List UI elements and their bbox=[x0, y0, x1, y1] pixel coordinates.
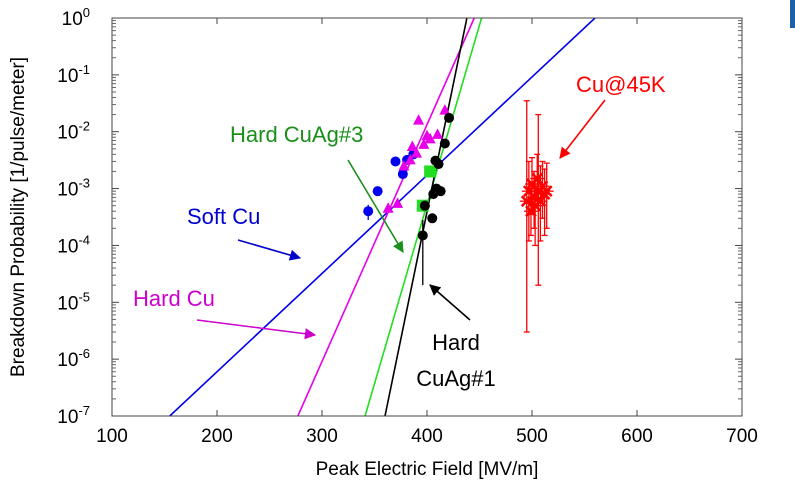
data-point bbox=[406, 140, 418, 151]
y-tick-label: 10-1 bbox=[57, 62, 90, 87]
data-point bbox=[382, 202, 394, 213]
annotation-arrow-soft-cu bbox=[237, 239, 302, 261]
y-tick-label: 10-5 bbox=[57, 289, 90, 314]
annotation-hard-cuag3: Hard CuAg#3 bbox=[230, 122, 363, 147]
data-point bbox=[439, 104, 451, 115]
y-tick-label: 100 bbox=[62, 5, 90, 30]
y-axis-title: Breakdown Probability [1/pulse/meter] bbox=[8, 57, 29, 377]
axis-ticks: 100 200 300 400 500 600 700 100 10-1 10-2 10-3 10-4… bbox=[57, 5, 758, 447]
data-point-stroke bbox=[534, 195, 547, 208]
data-point bbox=[427, 213, 438, 224]
data-point bbox=[363, 206, 374, 217]
annotation-arrow-hard-cu bbox=[196, 319, 317, 340]
data-point bbox=[534, 195, 547, 208]
data-point bbox=[372, 186, 383, 197]
data-point bbox=[417, 230, 428, 241]
data-point bbox=[390, 156, 401, 167]
corner-accent bbox=[790, 0, 795, 28]
chart-marks bbox=[169, 18, 596, 416]
x-axis-title: Peak Electric Field [MV/m] bbox=[316, 459, 539, 480]
data-point bbox=[433, 159, 444, 170]
data-point-stroke bbox=[540, 185, 553, 198]
data-point bbox=[392, 197, 404, 208]
data-point bbox=[540, 185, 553, 198]
data-point bbox=[404, 153, 416, 165]
data-point bbox=[413, 114, 425, 125]
data-point bbox=[432, 128, 443, 139]
annotations: Hard CuAg#3 Soft Cu Hard Cu Hard CuAg#1 Cu@45… bbox=[133, 72, 666, 391]
data-point bbox=[439, 138, 450, 149]
x-tick-label: 100 bbox=[96, 426, 128, 447]
annotation-arrow-hard-cuag3 bbox=[347, 159, 404, 253]
data-point bbox=[424, 132, 436, 144]
data-point bbox=[419, 200, 430, 211]
y-tick-label: 10-3 bbox=[57, 176, 90, 201]
y-tick-label: 10-7 bbox=[57, 403, 90, 428]
x-tick-label: 500 bbox=[516, 426, 548, 447]
y-tick-label: 10-6 bbox=[57, 346, 90, 371]
x-tick-label: 200 bbox=[201, 426, 233, 447]
fit-line bbox=[364, 18, 483, 416]
fit-line bbox=[297, 18, 475, 416]
annotation-cu45k: Cu@45K bbox=[576, 72, 666, 97]
data-point bbox=[424, 165, 437, 178]
data-point bbox=[397, 169, 408, 180]
annotation-soft-cu: Soft Cu bbox=[187, 204, 260, 229]
x-tick-label: 600 bbox=[621, 426, 653, 447]
x-tick-label: 300 bbox=[306, 426, 338, 447]
data-point bbox=[418, 138, 430, 149]
x-tick-label: 700 bbox=[726, 426, 758, 447]
data-point bbox=[398, 159, 410, 171]
data-point bbox=[411, 147, 422, 158]
annotation-hard-cuag1: Hard CuAg#1 bbox=[416, 330, 496, 391]
annotation-arrow-cu45k bbox=[559, 99, 606, 159]
data-point bbox=[444, 112, 455, 123]
annotation-hard-cu: Hard Cu bbox=[133, 286, 215, 311]
annotation-arrow-hard-cuag1 bbox=[429, 284, 471, 321]
fit-line bbox=[384, 18, 468, 416]
y-tick-label: 10-4 bbox=[57, 232, 90, 257]
x-tick-label: 400 bbox=[411, 426, 443, 447]
y-tick-label: 10-2 bbox=[57, 119, 90, 144]
data-point bbox=[435, 186, 446, 197]
